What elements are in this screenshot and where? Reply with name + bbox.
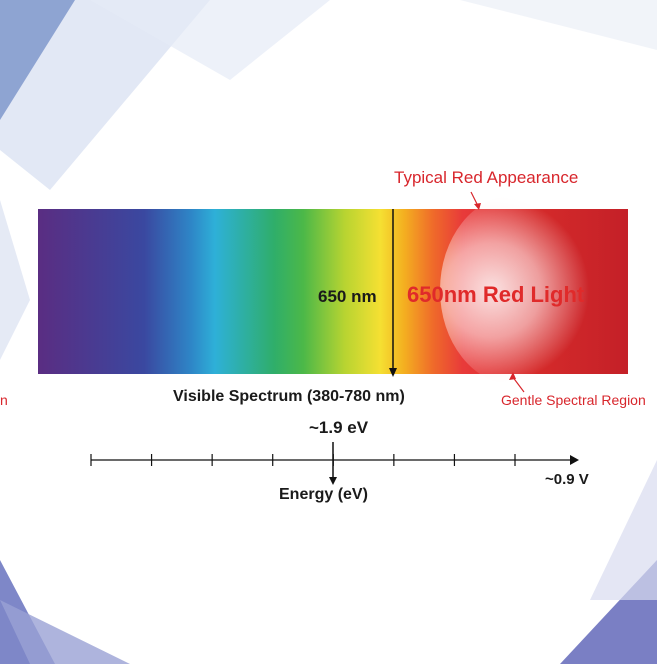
typical-red-label: Typical Red Appearance bbox=[394, 168, 579, 187]
bg-shape-top-left-light bbox=[0, 0, 210, 190]
gentle-region-label: Gentle Spectral Region bbox=[501, 392, 646, 408]
axis-end-label: ~0.9 V bbox=[545, 471, 589, 488]
left-edge-fragment: n bbox=[0, 392, 8, 408]
bg-shape-top-light bbox=[90, 0, 330, 80]
marker-650-arrowhead bbox=[389, 368, 397, 377]
red-glow-highlight bbox=[440, 195, 590, 385]
bg-shape-bottom-right-light bbox=[590, 460, 657, 600]
bg-shape-bottom-left-2 bbox=[0, 600, 130, 664]
typical-red-pointer-head bbox=[474, 203, 481, 210]
red-light-label: 650nm Red Light bbox=[407, 282, 585, 307]
energy-axis-label: Energy (eV) bbox=[279, 486, 368, 503]
energy-marker-arrowhead bbox=[329, 477, 337, 485]
visible-spectrum-label: Visible Spectrum (380-780 nm) bbox=[173, 388, 405, 405]
bg-shape-top-right bbox=[460, 0, 657, 50]
gentle-region-pointer-head bbox=[509, 372, 516, 380]
energy-axis-arrowhead bbox=[570, 455, 579, 465]
wavelength-marker-label: 650 nm bbox=[318, 287, 377, 306]
bg-shape-left-mid bbox=[0, 200, 30, 360]
energy-value-label: ~1.9 eV bbox=[309, 418, 369, 437]
